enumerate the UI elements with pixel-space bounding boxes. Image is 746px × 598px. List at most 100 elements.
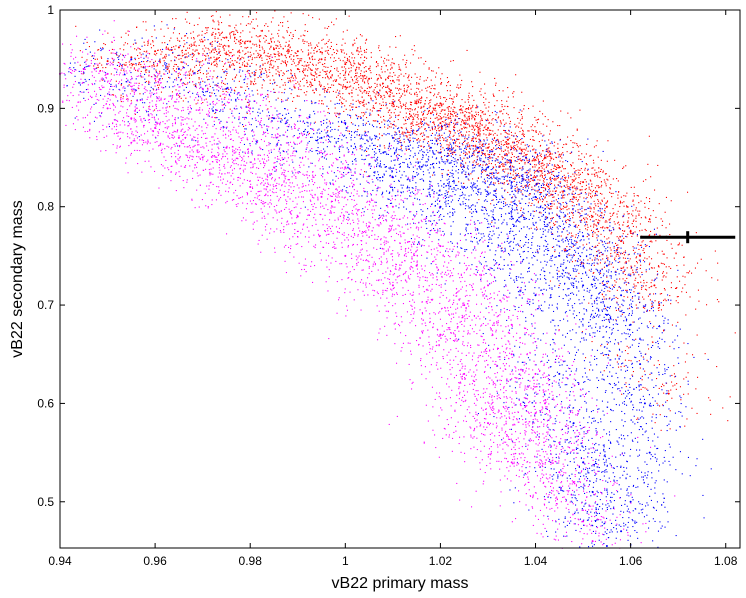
scatter-point bbox=[440, 78, 442, 80]
scatter-point bbox=[544, 413, 546, 415]
scatter-point bbox=[411, 123, 413, 125]
scatter-point bbox=[622, 230, 624, 232]
scatter-point bbox=[421, 149, 423, 151]
scatter-point bbox=[549, 133, 551, 135]
scatter-point bbox=[441, 126, 443, 128]
scatter-point bbox=[559, 153, 561, 155]
scatter-point bbox=[505, 202, 507, 204]
scatter-point bbox=[222, 65, 224, 67]
scatter-point bbox=[658, 266, 660, 268]
scatter-point bbox=[501, 104, 503, 106]
scatter-point bbox=[310, 82, 312, 84]
scatter-point bbox=[546, 182, 548, 184]
scatter-point bbox=[544, 221, 546, 223]
scatter-point bbox=[601, 268, 603, 270]
scatter-point bbox=[365, 70, 367, 72]
scatter-point bbox=[462, 106, 464, 108]
scatter-point bbox=[635, 220, 637, 222]
scatter-point bbox=[153, 45, 155, 47]
scatter-point bbox=[458, 181, 460, 183]
scatter-point bbox=[623, 365, 625, 367]
scatter-point bbox=[360, 90, 362, 92]
scatter-point bbox=[535, 470, 537, 472]
scatter-point bbox=[586, 164, 588, 166]
scatter-point bbox=[387, 86, 389, 88]
scatter-point bbox=[538, 118, 540, 120]
scatter-point bbox=[410, 123, 412, 125]
scatter-point bbox=[505, 204, 507, 206]
scatter-point bbox=[479, 140, 481, 142]
scatter-point bbox=[654, 300, 656, 302]
scatter-point bbox=[501, 187, 503, 189]
scatter-point bbox=[510, 145, 512, 147]
scatter-point bbox=[229, 37, 231, 39]
scatter-point bbox=[555, 199, 557, 201]
scatter-point bbox=[530, 227, 532, 229]
scatter-point bbox=[326, 73, 328, 75]
scatter-point bbox=[504, 149, 506, 151]
scatter-point bbox=[547, 515, 549, 517]
scatter-point bbox=[500, 248, 502, 250]
scatter-point bbox=[648, 234, 650, 236]
scatter-point bbox=[405, 66, 407, 68]
scatter-point bbox=[123, 44, 125, 46]
scatter-point bbox=[377, 65, 379, 67]
scatter-point bbox=[633, 204, 635, 206]
scatter-point bbox=[224, 44, 226, 46]
scatter-point bbox=[302, 72, 304, 74]
scatter-point bbox=[397, 115, 399, 117]
scatter-point bbox=[449, 90, 451, 92]
scatter-point bbox=[309, 116, 311, 118]
scatter-point bbox=[546, 163, 548, 165]
scatter-point bbox=[534, 126, 536, 128]
scatter-point bbox=[342, 31, 344, 33]
scatter-point bbox=[524, 161, 526, 163]
scatter-point bbox=[592, 167, 594, 169]
scatter-point bbox=[327, 125, 329, 127]
scatter-point bbox=[594, 194, 596, 196]
scatter-point bbox=[493, 137, 495, 139]
scatter-point bbox=[673, 257, 675, 259]
scatter-point bbox=[662, 272, 664, 274]
scatter-point bbox=[532, 180, 534, 182]
scatter-point bbox=[270, 37, 272, 39]
scatter-point bbox=[408, 75, 410, 77]
scatter-point bbox=[602, 275, 604, 277]
scatter-point bbox=[298, 38, 300, 40]
scatter-point bbox=[356, 50, 358, 52]
scatter-point bbox=[540, 212, 542, 214]
scatter-point bbox=[177, 55, 179, 57]
scatter-point bbox=[467, 99, 469, 101]
scatter-point bbox=[267, 108, 269, 110]
scatter-point bbox=[393, 104, 395, 106]
scatter-point bbox=[591, 263, 593, 265]
scatter-point bbox=[216, 66, 218, 68]
scatter-point bbox=[239, 122, 241, 124]
scatter-point bbox=[494, 77, 496, 79]
scatter-point bbox=[257, 52, 259, 54]
scatter-point bbox=[378, 165, 380, 167]
scatter-point bbox=[625, 386, 627, 388]
scatter-point bbox=[624, 257, 626, 259]
scatter-point bbox=[482, 153, 484, 155]
scatter-point bbox=[543, 184, 545, 186]
scatter-point bbox=[561, 165, 563, 167]
scatter-point bbox=[476, 148, 478, 150]
scatter-point bbox=[430, 99, 432, 101]
scatter-point bbox=[571, 164, 573, 166]
scatter-point bbox=[481, 143, 483, 145]
scatter-point bbox=[606, 276, 608, 278]
scatter-point bbox=[491, 220, 493, 222]
scatter-point bbox=[391, 103, 393, 105]
scatter-point bbox=[459, 118, 461, 120]
scatter-point bbox=[399, 97, 401, 99]
scatter-point bbox=[460, 105, 462, 107]
scatter-point bbox=[131, 64, 133, 66]
scatter-point bbox=[165, 57, 167, 59]
scatter-point bbox=[467, 157, 469, 159]
scatter-point bbox=[532, 124, 534, 126]
scatter-point bbox=[472, 132, 474, 134]
scatter-point bbox=[245, 65, 247, 67]
scatter-point bbox=[330, 87, 332, 89]
scatter-point bbox=[630, 186, 632, 188]
